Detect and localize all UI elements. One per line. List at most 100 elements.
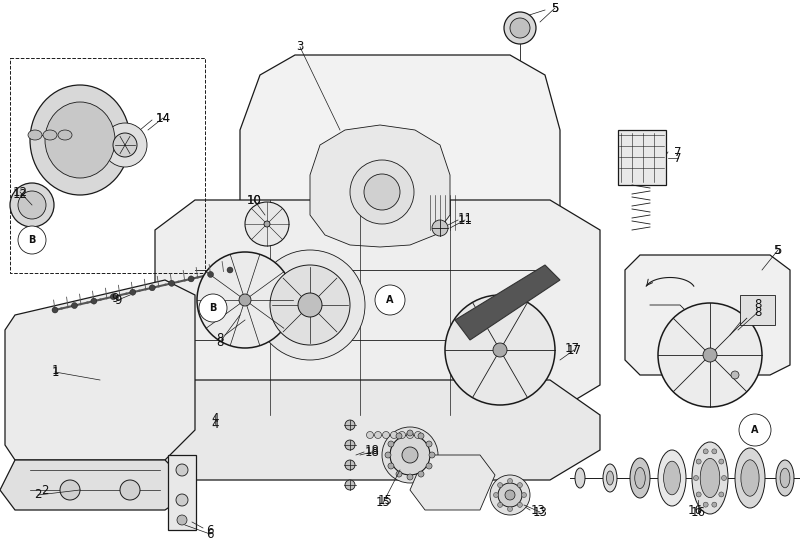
Text: 8: 8 [216,331,224,345]
Ellipse shape [634,467,646,489]
Ellipse shape [692,442,728,514]
Polygon shape [240,55,560,255]
Circle shape [696,459,701,464]
Circle shape [385,452,391,458]
Circle shape [71,302,78,308]
Text: 16: 16 [690,506,706,519]
Bar [10,58,205,273]
Circle shape [91,298,97,304]
Circle shape [396,471,402,477]
Circle shape [298,293,322,317]
Ellipse shape [264,221,270,227]
Circle shape [739,414,771,446]
Polygon shape [5,280,195,460]
Ellipse shape [28,130,42,140]
Text: 6: 6 [206,524,214,537]
Text: 10: 10 [246,193,262,206]
Text: 18: 18 [365,446,379,459]
Circle shape [703,502,708,507]
Circle shape [507,478,513,484]
Text: 6: 6 [206,527,214,541]
Ellipse shape [658,303,762,407]
Circle shape [177,515,187,525]
Circle shape [498,502,502,507]
Text: 1: 1 [51,364,58,377]
Circle shape [505,490,515,500]
Circle shape [390,435,430,475]
Ellipse shape [445,295,555,405]
Circle shape [712,449,717,454]
Text: 5: 5 [551,2,558,15]
Ellipse shape [239,294,251,306]
Text: B: B [28,235,36,245]
Circle shape [712,502,717,507]
Circle shape [366,431,374,438]
Ellipse shape [245,202,289,246]
Circle shape [199,294,227,322]
Circle shape [176,464,188,476]
Circle shape [696,492,701,497]
Text: 16: 16 [687,503,702,517]
Circle shape [270,265,350,345]
Circle shape [432,220,448,236]
Circle shape [407,474,413,480]
Ellipse shape [575,468,585,488]
Text: 12: 12 [13,186,27,199]
Text: 15: 15 [378,494,393,507]
Circle shape [507,507,513,512]
Circle shape [382,427,438,483]
Circle shape [731,371,739,379]
Text: 3: 3 [296,40,304,54]
Circle shape [345,480,355,490]
Circle shape [498,483,502,488]
Circle shape [207,271,214,277]
Ellipse shape [43,130,57,140]
Circle shape [60,480,80,500]
Circle shape [255,250,365,360]
Text: 8: 8 [754,299,762,312]
Text: A: A [386,295,394,305]
Ellipse shape [703,348,717,362]
Circle shape [130,289,136,295]
Circle shape [18,226,46,254]
Bar [618,130,666,185]
Text: 11: 11 [458,213,473,227]
Circle shape [719,459,724,464]
Ellipse shape [735,448,765,508]
Text: 9: 9 [111,292,118,305]
Polygon shape [310,125,450,247]
Circle shape [345,460,355,470]
Text: 8: 8 [216,335,224,348]
Circle shape [350,160,414,224]
Polygon shape [410,455,495,510]
Circle shape [375,285,405,315]
Ellipse shape [58,130,72,140]
Polygon shape [625,255,790,375]
Polygon shape [110,380,600,480]
Circle shape [169,280,174,286]
Circle shape [426,441,432,447]
Circle shape [188,276,194,282]
Circle shape [522,492,526,497]
Polygon shape [455,265,560,340]
Circle shape [494,492,498,497]
Circle shape [418,471,424,477]
Ellipse shape [606,471,614,485]
Ellipse shape [776,460,794,496]
Circle shape [407,430,413,436]
Text: A: A [751,425,758,435]
Circle shape [703,449,708,454]
Text: 5: 5 [774,244,782,257]
Text: 9: 9 [114,294,122,306]
Circle shape [694,476,698,480]
Text: 7: 7 [674,145,682,158]
Circle shape [374,431,382,438]
Circle shape [396,433,402,439]
Ellipse shape [630,458,650,498]
Circle shape [429,452,435,458]
Circle shape [390,431,398,438]
Circle shape [18,191,46,219]
Circle shape [103,123,147,167]
Text: 13: 13 [533,506,547,519]
Circle shape [110,294,116,300]
